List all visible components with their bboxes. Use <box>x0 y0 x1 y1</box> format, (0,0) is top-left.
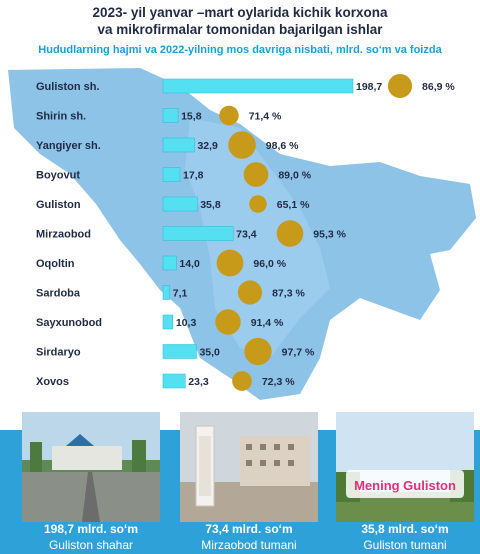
percent-label: 95,3 % <box>313 229 346 241</box>
percent-label: 87,3 % <box>272 288 305 300</box>
percent-label: 91,4 % <box>251 317 284 329</box>
percent-label: 89,0 % <box>278 170 311 182</box>
chart-title: 2023- yil yanvar –mart oylarida kichik k… <box>0 4 480 38</box>
photo-mirzaobod <box>180 412 318 522</box>
percent-bubble <box>215 309 241 335</box>
value-label: 15,8 <box>181 111 202 123</box>
photo-guliston-shahar <box>22 412 160 522</box>
percent-label: 72,3 % <box>262 376 295 388</box>
percent-label: 65,1 % <box>277 199 310 211</box>
bar <box>162 137 195 153</box>
category-label: Guliston sh. <box>36 81 100 93</box>
value-label: 10,3 <box>176 317 197 329</box>
percent-label: 96,0 % <box>253 258 286 270</box>
bar <box>162 314 174 330</box>
card-value: 198,7 mlrd. so‘m <box>43 522 139 536</box>
bar-chart: Guliston sh. 198,7 86,9 % Shirin sh. 15,8 71,… <box>8 68 476 400</box>
card-name: Mirzaobod tumani <box>201 538 297 552</box>
card-guliston-shahar: 198,7 mlrd. so‘m Guliston shahar <box>22 412 160 554</box>
value-label: 35,0 <box>199 347 220 359</box>
percent-bubble <box>228 131 256 159</box>
category-label: Xovos <box>36 376 69 388</box>
category-label: Guliston <box>36 199 81 211</box>
value-label: 23,3 <box>188 376 209 388</box>
value-label: 14,0 <box>179 258 200 270</box>
value-label: 35,8 <box>200 199 221 211</box>
percent-bubble <box>232 371 252 391</box>
value-label: 73,4 <box>236 229 257 241</box>
card-guliston-tumani: Mening Guliston 35,8 mlrd. so‘m Guliston… <box>336 412 474 554</box>
card-value: 35,8 mlrd. so‘m <box>361 522 449 536</box>
bar <box>162 285 171 300</box>
value-label: 7,1 <box>173 288 188 300</box>
percent-label: 97,7 % <box>282 347 315 359</box>
card-mirzaobod: 73,4 mlrd. so‘m Mirzaobod tumani <box>180 412 318 554</box>
photo-strip: 198,7 mlrd. so‘m Guliston shahar 73,4 ml… <box>0 412 480 554</box>
value-label: 198,7 <box>356 81 382 93</box>
bar <box>162 226 234 241</box>
category-label: Shirin sh. <box>36 111 86 123</box>
percent-bubble <box>387 73 413 99</box>
category-label: Yangiyer sh. <box>36 140 101 152</box>
bar <box>162 78 354 94</box>
card-name: Guliston tumani <box>363 538 447 552</box>
value-label: 17,8 <box>183 170 204 182</box>
title-line-2: va mikrofirmalar tomonidan bajarilgan is… <box>97 22 383 37</box>
percent-bubble <box>276 220 304 247</box>
card-name: Guliston shahar <box>48 538 134 552</box>
bar <box>162 373 186 389</box>
percent-label: 86,9 % <box>422 81 455 93</box>
percent-label: 71,4 % <box>249 111 282 123</box>
percent-bubble <box>219 105 239 126</box>
category-label: Boyovut <box>36 170 80 182</box>
chart-subtitle: Hududlarning hajmi va 2022-yilning mos d… <box>38 44 442 56</box>
bar <box>162 255 177 271</box>
percent-label: 98,6 % <box>266 140 299 152</box>
title-line-1: 2023- yil yanvar –mart oylarida kichik k… <box>92 5 388 20</box>
category-label: Sirdaryo <box>36 347 81 359</box>
percent-bubble <box>249 195 267 213</box>
percent-bubble <box>216 249 244 277</box>
bar <box>162 344 197 359</box>
category-label: Sayxunobod <box>36 317 102 329</box>
bar <box>162 196 198 212</box>
percent-bubble <box>244 337 272 366</box>
bar <box>162 167 181 182</box>
photo-guliston-tumani: Mening Guliston <box>336 412 474 522</box>
sign-text: Mening Guliston <box>354 478 456 493</box>
value-label: 32,9 <box>197 140 218 152</box>
map-highlight <box>185 118 330 358</box>
card-value: 73,4 mlrd. so‘m <box>205 522 293 536</box>
bar <box>162 108 179 123</box>
category-label: Oqoltin <box>36 258 75 270</box>
percent-bubble <box>237 280 263 305</box>
category-label: Mirzaobod <box>36 229 91 241</box>
category-label: Sardoba <box>36 288 81 300</box>
percent-bubble <box>243 162 269 187</box>
